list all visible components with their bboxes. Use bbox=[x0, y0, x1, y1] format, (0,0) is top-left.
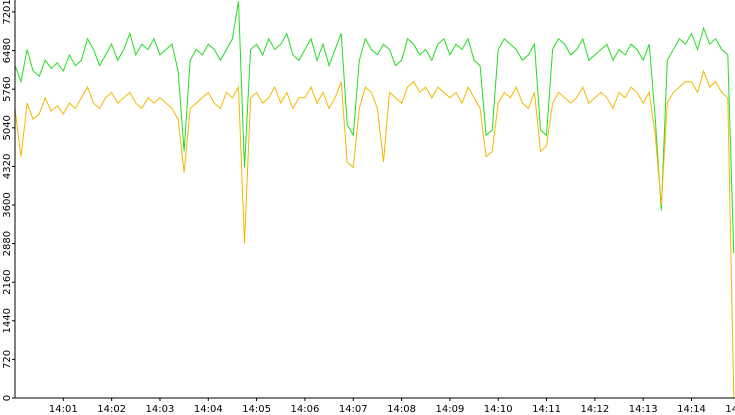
x-tick-label: 14:05 bbox=[242, 404, 271, 415]
y-tick-label: 720 bbox=[2, 350, 13, 369]
x-tick-label: 14:11 bbox=[532, 404, 561, 415]
y-tick-label: 2160 bbox=[2, 269, 13, 294]
y-tick-label: 3600 bbox=[2, 192, 13, 217]
y-tick-label: 5040 bbox=[2, 115, 13, 140]
x-tick-label: 14:04 bbox=[194, 404, 223, 415]
x-tick-label: 14:06 bbox=[291, 404, 320, 415]
y-tick-label: 7201 bbox=[2, 0, 13, 25]
x-tick-label: 14:09 bbox=[435, 404, 464, 415]
x-tick-label: 14:10 bbox=[484, 404, 513, 415]
y-tick-label: 5760 bbox=[2, 76, 13, 101]
x-tick-label: 14:01 bbox=[49, 404, 78, 415]
series-line bbox=[14, 69, 735, 399]
x-tick-label: 14:12 bbox=[580, 404, 609, 415]
series-line bbox=[14, 1, 735, 254]
x-tick-label: 14:15 bbox=[725, 404, 735, 415]
x-tick-label: 14:08 bbox=[387, 404, 416, 415]
x-tick-label: 14:14 bbox=[677, 404, 706, 415]
x-tick-label: 14:07 bbox=[339, 404, 368, 415]
x-tick-label: 14:02 bbox=[97, 404, 126, 415]
y-tick-label: 4320 bbox=[2, 154, 13, 179]
x-tick-label: 14:03 bbox=[146, 404, 175, 415]
y-tick-label: 0 bbox=[2, 395, 13, 401]
y-tick-label: 2880 bbox=[2, 231, 13, 256]
y-tick-label: 6480 bbox=[2, 38, 13, 63]
y-tick-label: 1440 bbox=[2, 308, 13, 333]
x-tick-label: 14:13 bbox=[629, 404, 658, 415]
